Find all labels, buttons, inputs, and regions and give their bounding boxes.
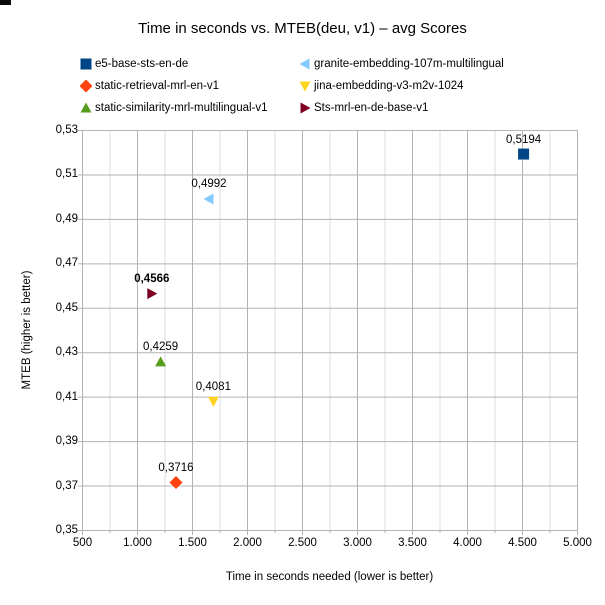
legend-marker-triangle-left-icon — [299, 58, 310, 70]
marker-Sts-mrl-en-de-base-v1 — [147, 288, 158, 300]
data-label-e5-base-sts-en-de: 0,5194 — [506, 133, 542, 146]
legend-glyph-jina-embedding-v3-m2v-1024 — [299, 81, 311, 92]
legend-glyph-static-retrieval-mrl-en-v1 — [80, 80, 92, 92]
legend-item-static-retrieval-mrl-en-v1: static-retrieval-mrl-en-v1 — [80, 75, 299, 97]
legend-marker-triangle-down-icon — [299, 81, 311, 92]
y-tick-label-6: 0,47 — [55, 257, 78, 270]
y-tick-label-1: 0,37 — [55, 479, 78, 492]
data-label-Sts-mrl-en-de-base-v1: 0,4566 — [134, 273, 170, 286]
legend-glyph-Sts-mrl-en-de-base-v1 — [300, 102, 311, 114]
y-tick-label-7: 0,49 — [55, 212, 78, 225]
legend-marker-triangle-up-icon — [80, 102, 92, 113]
legend-label: Sts-mrl-en-de-base-v1 — [314, 102, 429, 114]
y-tick-label-8: 0,51 — [55, 168, 78, 181]
y-tick-label-9: 0,53 — [55, 124, 78, 136]
x-tick-label-2: 1.500 — [178, 537, 207, 549]
legend-item-Sts-mrl-en-de-base-v1: Sts-mrl-en-de-base-v1 — [299, 97, 504, 119]
x-tick-label-9: 5.000 — [563, 537, 592, 549]
legend-marker-diamond-icon — [80, 80, 92, 92]
data-label-jina-embedding-v3-m2v-1024: 0,4081 — [195, 380, 231, 393]
y-tick-label-2: 0,39 — [55, 435, 78, 448]
legend-label: jina-embedding-v3-m2v-1024 — [314, 80, 464, 92]
chart-title: Time in seconds vs. MTEB(deu, v1) – avg … — [138, 20, 467, 37]
marker-static-retrieval-mrl-en-v1 — [169, 476, 183, 489]
legend-item-granite-embedding-107m-multilingual: granite-embedding-107m-multilingual — [299, 53, 504, 75]
legend-glyph-granite-embedding-107m-multilingual — [299, 58, 310, 70]
data-label-static-retrieval-mrl-en-v1: 0,3716 — [158, 462, 194, 474]
legend: e5-base-sts-en-de granite-embedding-107m-… — [80, 53, 504, 119]
legend-item-jina-embedding-v3-m2v-1024: jina-embedding-v3-m2v-1024 — [299, 75, 504, 97]
legend-item-static-similarity-mrl-multilingual-v1: static-similarity-mrl-multilingual-v1 — [80, 97, 299, 119]
x-axis-title: Time in seconds needed (lower is better) — [225, 571, 434, 583]
legend-label: static-retrieval-mrl-en-v1 — [95, 80, 219, 92]
legend-glyph-e5-base-sts-en-de — [80, 58, 92, 70]
y-axis-title: MTEB (higher is better) — [21, 270, 33, 390]
x-tick-label-8: 4.500 — [508, 537, 537, 549]
marker-static-similarity-mrl-multilingual-v1 — [155, 356, 167, 367]
marker-e5-base-sts-en-de — [518, 148, 530, 160]
y-tick-label-3: 0,41 — [55, 390, 78, 403]
x-tick-label-4: 2.500 — [288, 537, 317, 549]
data-label-granite-embedding-107m-multilingual: 0,4992 — [191, 178, 227, 191]
legend-label: e5-base-sts-en-de — [95, 58, 189, 70]
y-tick-label-4: 0,43 — [55, 346, 78, 359]
screenshot-corner-artifact — [0, 0, 11, 5]
legend-marker-square-icon — [80, 58, 92, 70]
x-tick-label-1: 1.000 — [123, 537, 152, 549]
marker-jina-embedding-v3-m2v-1024 — [207, 396, 219, 407]
legend-item-e5-base-sts-en-de: e5-base-sts-en-de — [80, 53, 299, 75]
x-tick-label-0: 500 — [72, 537, 93, 549]
data-label-static-similarity-mrl-multilingual-v1: 0,4259 — [143, 341, 179, 354]
legend-label: static-similarity-mrl-multilingual-v1 — [95, 102, 268, 114]
legend-glyph-static-similarity-mrl-multilingual-v1 — [80, 102, 92, 113]
x-tick-label-7: 4.000 — [453, 537, 482, 549]
x-tick-label-5: 3.000 — [343, 537, 372, 549]
y-tick-label-5: 0,45 — [55, 301, 78, 314]
y-tick-label-0: 0,35 — [55, 524, 78, 536]
x-tick-label-3: 2.000 — [233, 537, 262, 549]
legend-label: granite-embedding-107m-multilingual — [314, 58, 504, 70]
marker-granite-embedding-107m-multilingual — [203, 193, 214, 205]
legend-marker-triangle-right-icon — [300, 102, 311, 114]
x-tick-label-6: 3.500 — [398, 537, 427, 549]
